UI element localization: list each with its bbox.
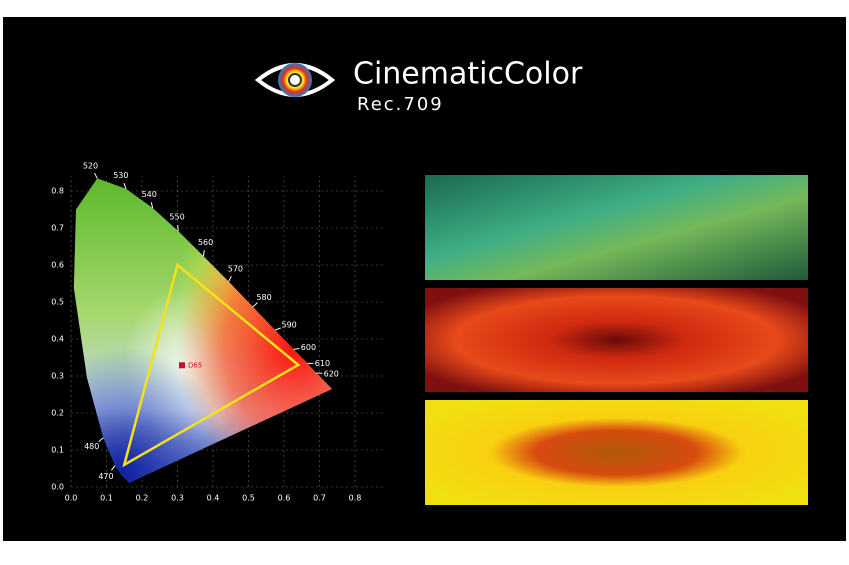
y-tick-label: 0.1 bbox=[51, 446, 64, 455]
x-tick-label: 0.6 bbox=[278, 494, 291, 503]
y-tick-label: 0.2 bbox=[51, 409, 64, 418]
wavelength-label: 560 bbox=[198, 238, 213, 247]
x-tick-label: 0.8 bbox=[349, 494, 362, 503]
y-tick-label: 0.7 bbox=[51, 224, 64, 233]
wavelength-label: 600 bbox=[301, 343, 316, 352]
wavelength-label: 590 bbox=[281, 321, 296, 330]
y-tick-label: 0.6 bbox=[51, 261, 64, 270]
photo-succulent bbox=[425, 175, 808, 280]
brand: CinematicColor bbox=[353, 57, 583, 92]
wavelength-label: 530 bbox=[113, 171, 128, 180]
wavelength-label: 580 bbox=[256, 293, 271, 302]
x-tick-label: 0.7 bbox=[313, 494, 326, 503]
wavelength-label: 470 bbox=[98, 472, 113, 481]
y-tick-label: 0.0 bbox=[51, 483, 64, 492]
wavelength-label: 620 bbox=[324, 369, 339, 378]
y-tick-label: 0.5 bbox=[51, 298, 64, 307]
photo-sunflower bbox=[425, 400, 808, 505]
x-tick-label: 0.3 bbox=[171, 494, 184, 503]
y-tick-label: 0.3 bbox=[51, 372, 64, 381]
wavelength-label: 540 bbox=[142, 190, 157, 199]
wavelength-label: 570 bbox=[228, 265, 243, 274]
x-tick-label: 0.0 bbox=[65, 494, 78, 503]
wavelength-label: 550 bbox=[169, 213, 184, 222]
white-point-label: D65 bbox=[188, 361, 202, 369]
x-tick-label: 0.2 bbox=[136, 494, 149, 503]
wavelength-label: 610 bbox=[315, 359, 330, 368]
x-tick-label: 0.4 bbox=[207, 494, 220, 503]
wavelength-label: 520 bbox=[83, 161, 98, 170]
y-tick-label: 0.8 bbox=[51, 187, 64, 196]
photo-rose bbox=[425, 288, 808, 392]
wavelength-label: 480 bbox=[84, 442, 99, 451]
white-point bbox=[179, 362, 185, 368]
x-tick-label: 0.5 bbox=[242, 494, 255, 503]
y-tick-label: 0.4 bbox=[51, 335, 64, 344]
subtitle: Rec.709 bbox=[357, 94, 444, 115]
x-tick-label: 0.1 bbox=[100, 494, 113, 503]
